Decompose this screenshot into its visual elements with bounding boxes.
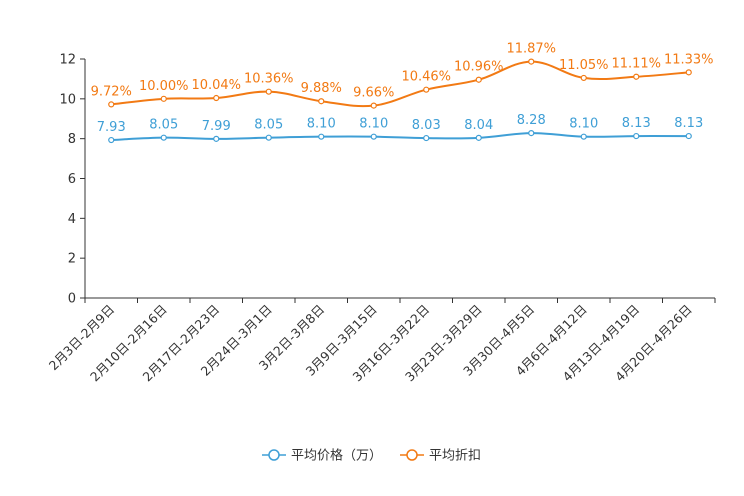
series-1-data-label: 8.10 [307, 117, 336, 132]
legend-item-2[interactable]: 平均折扣 [400, 449, 481, 464]
series-2-point[interactable] [528, 58, 535, 65]
series-1-data-label: 8.13 [622, 116, 651, 131]
series-2-point[interactable] [108, 101, 115, 108]
series-2-point[interactable] [580, 74, 587, 82]
series-1-data-label: 7.99 [202, 119, 231, 134]
series-layer [108, 58, 692, 144]
series-1-point[interactable] [580, 133, 587, 140]
series-2-data-label: 10.96% [454, 60, 504, 75]
series-1-point[interactable] [370, 133, 377, 140]
legend[interactable]: 平均价格（万） 平均折扣 [262, 448, 481, 464]
legend-marker-icon [268, 449, 280, 461]
series-1-data-label: 8.10 [359, 117, 388, 132]
series-2-point[interactable] [685, 69, 692, 76]
series-2-data-label: 9.66% [353, 86, 394, 101]
series-2-data-label: 11.87% [506, 42, 556, 57]
series-1-data-label: 8.10 [569, 117, 598, 132]
series-2-point[interactable] [265, 88, 272, 95]
y-tick-label: 4 [68, 212, 76, 227]
y-tick-label: 0 [68, 292, 76, 307]
series-2-point[interactable] [213, 94, 220, 102]
series-1-data-label: 7.93 [97, 120, 126, 135]
y-tick-label: 6 [68, 172, 76, 187]
series-1-data-label: 8.13 [674, 116, 703, 131]
series-2-data-label: 10.04% [191, 78, 241, 93]
axes: 0246810122月3日-2月9日2月10日-2月16日2月17日-2月23日… [46, 53, 716, 384]
y-tick-label: 12 [59, 53, 76, 68]
series-2-point[interactable] [318, 98, 325, 105]
series-1-data-label: 8.03 [412, 118, 441, 133]
series-2-point[interactable] [370, 102, 377, 109]
series-1-data-label: 8.04 [464, 118, 493, 133]
series-1-point[interactable] [265, 134, 272, 141]
series-line-1 [111, 132, 689, 142]
series-2-data-label: 10.00% [139, 79, 189, 94]
series-1-point[interactable] [108, 136, 115, 144]
series-1-point[interactable] [160, 134, 167, 141]
series-2-point[interactable] [475, 76, 482, 83]
data-labels: 7.93 8.05 7.99 8.05 8.10 8.10 8.03 8.04 8.28 8.10… [91, 42, 714, 135]
y-tick-label: 8 [68, 132, 76, 147]
series-1-point[interactable] [475, 134, 482, 141]
legend-label: 平均折扣 [429, 449, 481, 464]
series-2-point[interactable] [160, 95, 167, 102]
series-line-2 [111, 60, 689, 108]
legend-marker-icon [406, 449, 418, 461]
legend-item-1[interactable]: 平均价格（万） [262, 448, 382, 464]
series-1-point[interactable] [528, 129, 535, 137]
series-1-point[interactable] [685, 132, 692, 140]
series-1-point[interactable] [633, 132, 640, 140]
series-1-point[interactable] [423, 134, 430, 142]
series-1-data-label: 8.28 [517, 113, 546, 128]
series-2-data-label: 11.11% [611, 57, 661, 72]
series-2-point[interactable] [423, 86, 430, 93]
series-2-data-label: 10.36% [244, 72, 294, 87]
series-1-data-label: 8.05 [149, 118, 178, 133]
y-tick-label: 2 [68, 252, 76, 267]
series-2-data-label: 10.46% [401, 70, 451, 85]
series-1-data-label: 8.05 [254, 118, 283, 133]
series-1-point[interactable] [318, 133, 325, 140]
series-2-data-label: 11.33% [664, 52, 714, 67]
series-1-point[interactable] [213, 135, 220, 142]
series-2-data-label: 9.88% [301, 81, 342, 96]
series-2-point[interactable] [633, 73, 640, 80]
legend-label: 平均价格（万） [291, 448, 382, 464]
y-tick-label: 10 [59, 92, 76, 107]
series-2-data-label: 11.05% [559, 58, 609, 73]
series-2-data-label: 9.72% [91, 84, 132, 99]
